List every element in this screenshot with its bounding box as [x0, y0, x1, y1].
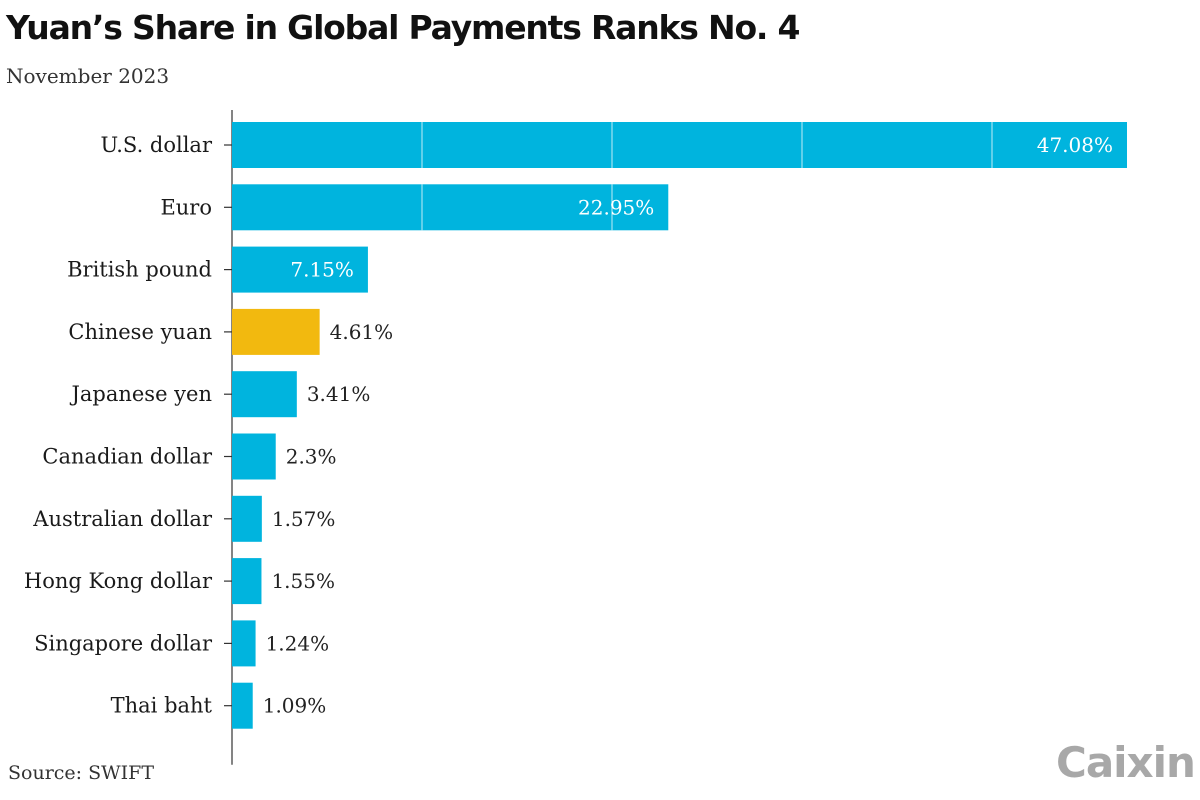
value-label-chinese-yuan: 4.61% [330, 320, 394, 344]
value-label-u-s-dollar: 47.08% [1037, 133, 1113, 157]
bar-hong-kong-dollar [232, 558, 262, 605]
category-label-hong-kong-dollar: Hong Kong dollar [24, 569, 213, 593]
caixin-logo: Caixin [1056, 738, 1196, 787]
bar-canadian-dollar [232, 433, 276, 480]
chart-title: Yuan’s Share in Global Payments Ranks No… [6, 8, 801, 47]
category-label-british-pound: British pound [67, 258, 212, 282]
category-label-u-s-dollar: U.S. dollar [100, 133, 212, 157]
category-label-australian-dollar: Australian dollar [32, 507, 213, 531]
value-label-canadian-dollar: 2.3% [286, 445, 337, 469]
category-label-singapore-dollar: Singapore dollar [34, 631, 213, 655]
value-label-british-pound: 7.15% [290, 258, 354, 282]
value-label-australian-dollar: 1.57% [272, 507, 336, 531]
bar-chinese-yuan [232, 308, 320, 355]
category-label-euro: Euro [160, 195, 212, 219]
bar-thai-baht [232, 682, 253, 729]
chart-subtitle: November 2023 [6, 64, 170, 88]
value-label-hong-kong-dollar: 1.55% [271, 569, 335, 593]
category-label-canadian-dollar: Canadian dollar [42, 445, 213, 469]
bar-singapore-dollar [232, 620, 256, 667]
value-label-japanese-yen: 3.41% [307, 382, 371, 406]
bar-u-s-dollar [232, 122, 1127, 168]
source-note: Source: SWIFT [8, 762, 155, 784]
bar-australian-dollar [232, 495, 262, 542]
category-label-chinese-yuan: Chinese yuan [68, 320, 212, 344]
bar-euro [232, 184, 669, 231]
value-label-euro: 22.95% [578, 195, 654, 219]
bar-british-pound [232, 246, 368, 293]
value-label-thai-baht: 1.09% [263, 694, 327, 718]
category-label-thai-baht: Thai baht [111, 694, 213, 718]
category-label-japanese-yen: Japanese yen [69, 382, 212, 406]
value-label-singapore-dollar: 1.24% [266, 631, 330, 655]
bar-japanese-yen [232, 371, 297, 418]
